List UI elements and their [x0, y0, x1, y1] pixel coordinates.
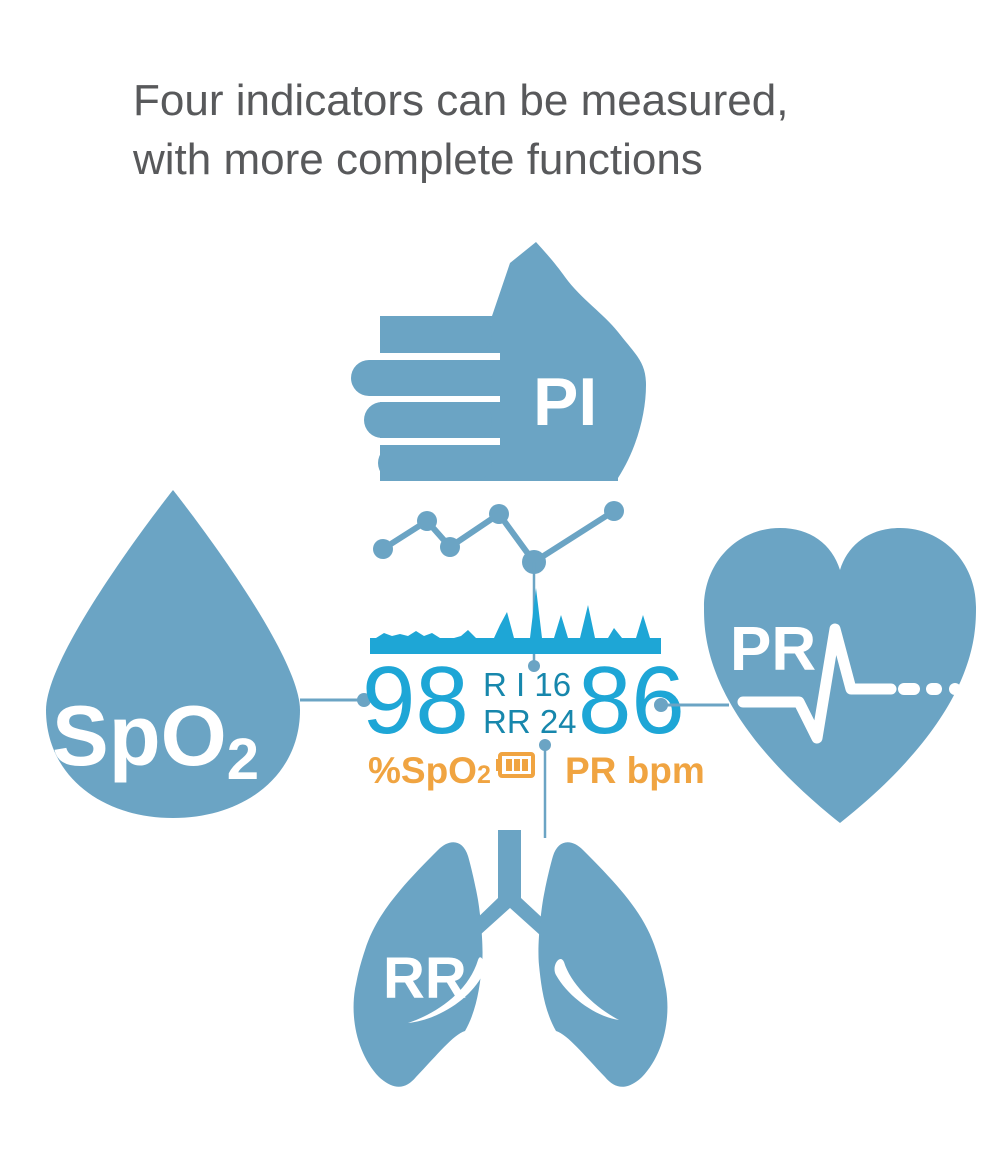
- svg-text:PI: PI: [533, 364, 597, 440]
- svg-text:RR 24: RR 24: [483, 703, 577, 740]
- svg-text:RR: RR: [383, 946, 467, 1011]
- svg-text:PR bpm: PR bpm: [565, 750, 705, 791]
- svg-text:R I 16: R I 16: [483, 666, 571, 703]
- svg-text:PR: PR: [730, 615, 816, 684]
- svg-text:98: 98: [362, 647, 469, 754]
- svg-text:%SpO2: %SpO2: [368, 750, 491, 791]
- svg-text:86: 86: [578, 647, 685, 754]
